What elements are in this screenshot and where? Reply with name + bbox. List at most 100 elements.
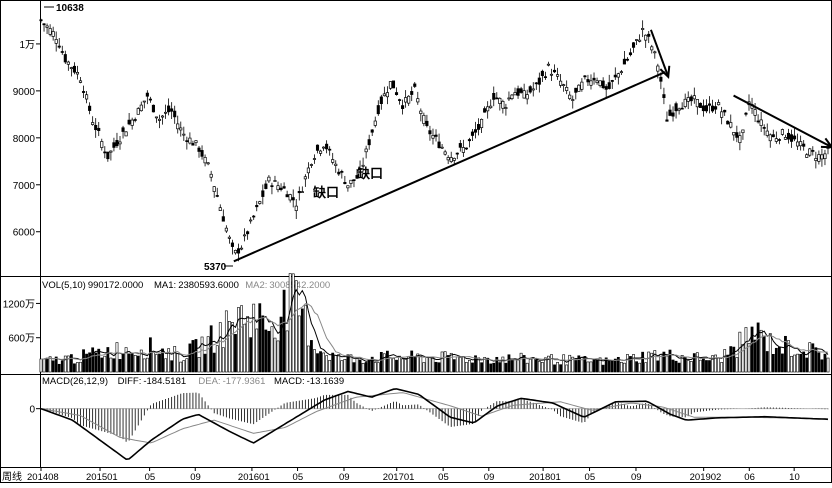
candle-body <box>376 105 380 115</box>
candle-body <box>370 129 374 133</box>
candle-body <box>492 93 496 100</box>
candle-body <box>191 143 195 146</box>
macd-panel: MACD(26,12,9) DIFF: -184.5181 DEA: -177.9361… <box>29 376 829 461</box>
candle-body <box>671 112 675 117</box>
candle-body <box>477 124 481 130</box>
candle-body <box>303 176 307 180</box>
candle-body <box>644 34 648 41</box>
legend-entry: DIFF: -184.5181 <box>118 376 187 387</box>
volume-bar <box>185 358 189 373</box>
candle-body <box>364 148 368 153</box>
candle-body <box>182 133 186 136</box>
volume-bar <box>194 339 198 373</box>
volume-bar <box>446 355 450 373</box>
volume-bar <box>528 358 532 373</box>
candle-body <box>224 227 228 232</box>
candle-body <box>413 83 417 87</box>
trendline-arrowhead <box>659 65 671 79</box>
x-tick-label: 201408 <box>27 472 59 483</box>
volume-bar <box>82 349 85 373</box>
x-tick-label: 201701 <box>383 472 415 483</box>
volume-bar <box>790 355 793 373</box>
volume-bar <box>586 361 590 373</box>
volume-tick-label: 600万 <box>8 334 35 345</box>
candle-body <box>765 130 769 136</box>
volume-bar <box>805 357 809 373</box>
candle-body <box>507 97 511 100</box>
candle-body <box>355 175 359 179</box>
candle-body <box>249 219 253 222</box>
candle-body <box>607 82 611 89</box>
volume-bar <box>431 357 435 373</box>
volume-bar <box>221 347 225 373</box>
volume-bar <box>686 360 690 373</box>
candle-body <box>698 102 702 108</box>
candle-body <box>69 67 73 69</box>
x-tick-label: 201601 <box>238 472 270 483</box>
candle-body <box>97 127 101 132</box>
candle-body <box>780 129 784 135</box>
volume-bar <box>504 362 508 373</box>
volume-bar <box>100 357 104 373</box>
volume-bar <box>215 345 219 373</box>
volume-bar <box>124 347 128 373</box>
candle-body <box>820 154 824 160</box>
volume-bar <box>765 351 769 373</box>
volume-bar <box>54 356 58 373</box>
candle-body <box>686 97 690 102</box>
volume-bar <box>60 360 64 373</box>
candle-body <box>665 119 669 122</box>
volume-bar <box>261 315 265 373</box>
volume-bar <box>218 322 222 373</box>
volume-bar <box>501 356 505 373</box>
volume-bar <box>401 358 404 373</box>
candle-body <box>519 88 523 93</box>
volume-bar <box>173 346 177 373</box>
candle-body <box>81 91 86 93</box>
price-gridlines <box>36 43 41 233</box>
volume-bar <box>224 310 228 373</box>
volume-bar <box>814 347 818 373</box>
candle-body <box>805 154 809 158</box>
candle-body <box>176 123 180 130</box>
volume-bar <box>428 356 432 373</box>
volume-bar <box>434 361 438 373</box>
volume-bar <box>85 353 88 373</box>
volume-bar <box>735 357 739 373</box>
volume-bar <box>337 354 341 373</box>
volume-bar <box>136 355 140 373</box>
volume-bar <box>692 353 696 373</box>
volume-bar <box>76 362 79 373</box>
candle-body <box>674 103 678 112</box>
volume-bar <box>148 337 152 373</box>
low-price-label: 5370 <box>204 262 227 273</box>
volume-bar <box>276 340 280 373</box>
candle-body <box>622 58 626 65</box>
volume-bar <box>264 329 268 373</box>
candle-body <box>480 118 484 129</box>
volume-bar <box>103 355 107 373</box>
candle-body <box>285 194 289 198</box>
volume-bar <box>671 359 675 373</box>
candle-body <box>647 33 651 37</box>
volume-bar <box>285 330 289 373</box>
volume-bar <box>352 362 356 373</box>
volume-bar <box>461 356 465 373</box>
volume-bar <box>647 351 651 373</box>
candle-body <box>72 65 76 73</box>
volume-bar <box>373 362 377 373</box>
candle-body <box>312 158 317 160</box>
candle-body <box>598 80 602 87</box>
candle-body <box>300 191 304 193</box>
volume-bar <box>121 353 125 373</box>
candle-body <box>394 92 399 95</box>
volume-bar <box>823 353 827 373</box>
x-tick-label: 201801 <box>529 472 561 483</box>
volume-bar <box>574 360 578 373</box>
candle-body <box>407 95 411 104</box>
candle-body <box>309 164 313 166</box>
candle-body <box>54 39 58 44</box>
volume-bar <box>258 303 262 373</box>
candle-body <box>461 147 465 153</box>
volume-bar <box>322 352 325 373</box>
